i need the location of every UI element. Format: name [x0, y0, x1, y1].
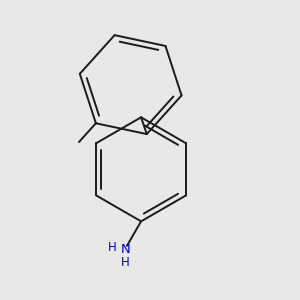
- Text: H: H: [108, 241, 117, 254]
- Text: N: N: [121, 243, 130, 256]
- Text: H: H: [121, 256, 130, 268]
